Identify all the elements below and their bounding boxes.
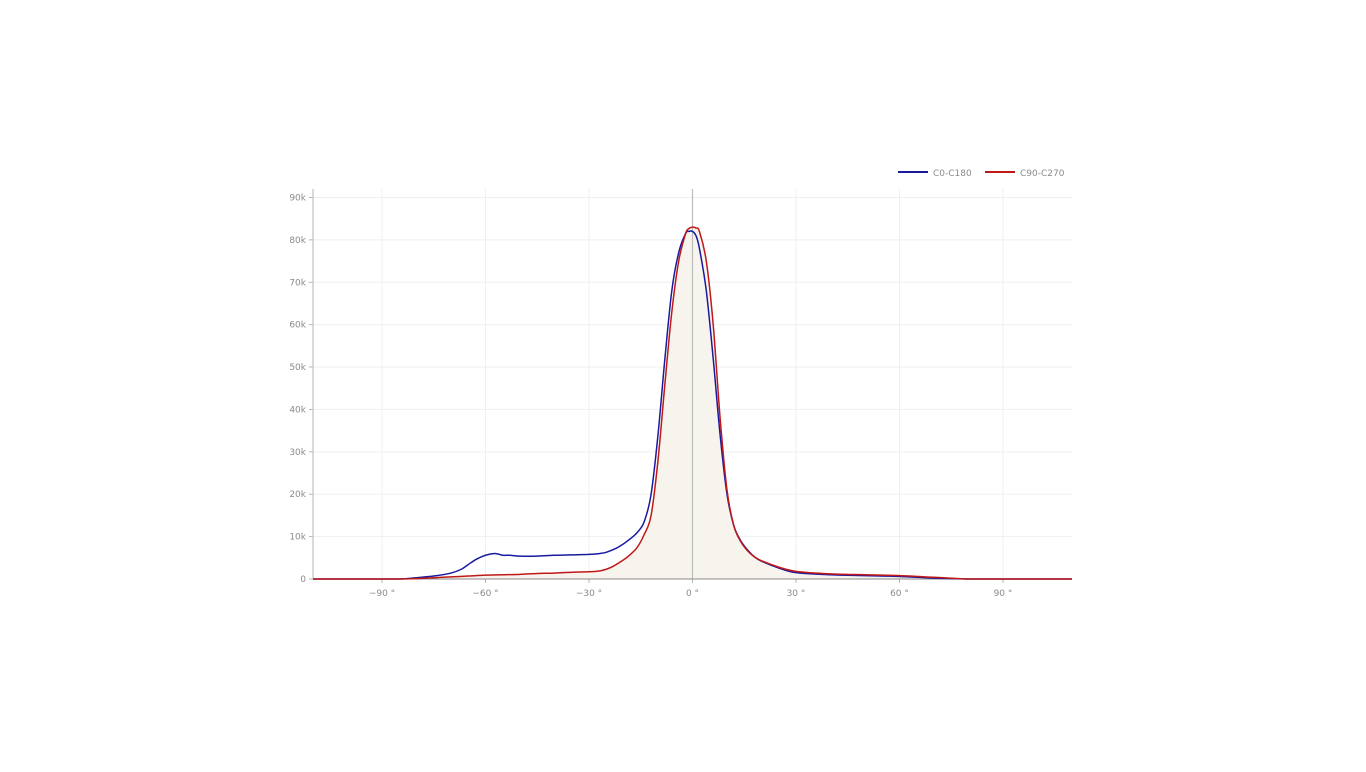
y-tick-label: 30k	[289, 448, 306, 458]
series-line-c90-c270	[313, 226, 1072, 580]
x-tick-label: 90 °	[994, 589, 1013, 599]
area-fill	[313, 189, 1072, 580]
legend[interactable]: C0-C180 C90-C270	[898, 169, 1065, 179]
y-tick-label: 70k	[289, 278, 306, 288]
y-tick-label: 0	[300, 575, 306, 585]
y-tick-label: 40k	[289, 405, 306, 415]
legend-item-c90-c270[interactable]: C90-C270	[985, 169, 1065, 179]
x-tick-label: 30 °	[787, 589, 806, 599]
x-tick-label: 60 °	[890, 589, 909, 599]
series-lines	[313, 226, 1072, 580]
legend-label: C0-C180	[933, 169, 972, 179]
y-tick-label: 60k	[289, 321, 306, 331]
legend-label: C90-C270	[1020, 169, 1065, 179]
y-tick-label: 80k	[289, 236, 306, 246]
y-tick-label: 90k	[289, 193, 306, 203]
y-tick-label: 20k	[289, 490, 306, 500]
legend-item-c0-c180[interactable]: C0-C180	[898, 169, 972, 179]
y-tick-label: 10k	[289, 533, 306, 543]
x-tick-label: −30 °	[576, 589, 602, 599]
tick-labels: 0 10k 20k 30k 40k 50k 60k 70k 80k 90k −90 ° −60 ° −3…	[289, 193, 1012, 599]
x-tick-label: 0 °	[686, 589, 699, 599]
x-tick-label: −60 °	[472, 589, 498, 599]
x-tick-label: −90 °	[369, 589, 395, 599]
y-tick-label: 50k	[289, 363, 306, 373]
